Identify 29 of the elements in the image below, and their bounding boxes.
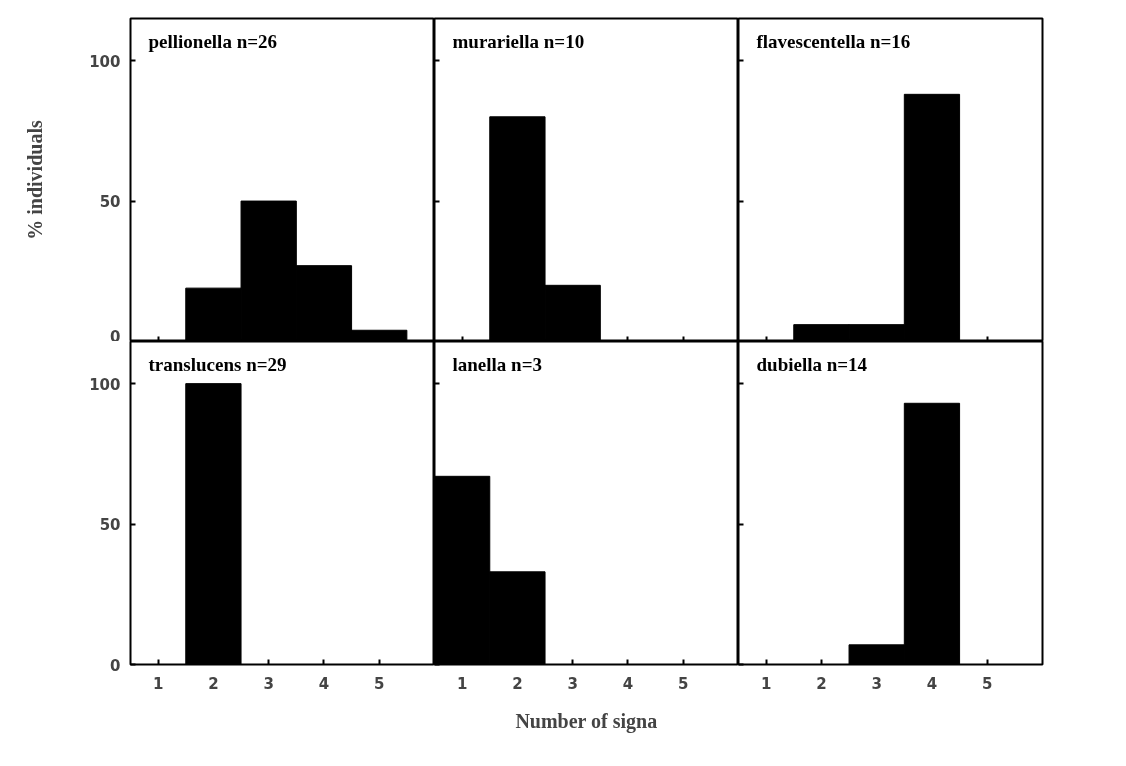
x-tick-label: 1 (760, 674, 772, 693)
x-tick-label: 3 (263, 674, 274, 693)
y-tick-label: 0 (110, 656, 121, 675)
text: translucens n=29 (148, 353, 287, 375)
x-tick-label: 2 (208, 674, 219, 693)
x-tick-label: 5 (678, 674, 689, 693)
y-tick-label: 0 (110, 327, 121, 346)
x-axis-title: Number of signa (515, 709, 658, 733)
x-tick-label: 1 (456, 674, 468, 693)
x-tick-label: 4 (622, 674, 634, 693)
x-tick-label: 4 (926, 674, 938, 693)
y-tick-label: 50 (99, 516, 121, 535)
y-tick-label: 100 (89, 375, 121, 394)
text: dubiella n=14 (756, 353, 868, 375)
x-tick-label: 4 (318, 674, 330, 693)
x-tick-label: 2 (816, 674, 827, 693)
x-tick-label: 3 (567, 674, 578, 693)
text: pellionella n=26 (148, 30, 278, 52)
y-tick-label: 50 (99, 193, 121, 212)
y-tick-label: 100 (89, 52, 121, 71)
text: murariella n=10 (452, 30, 585, 52)
y-axis-title: % individuals (24, 120, 47, 240)
x-tick-label: 5 (982, 674, 993, 693)
x-tick-label: 1 (152, 674, 164, 693)
x-tick-label: 3 (871, 674, 882, 693)
x-tick-label: 5 (374, 674, 385, 693)
text: lanella n=3 (452, 353, 542, 375)
text: flavescentella n=16 (756, 30, 911, 52)
x-tick-label: 2 (512, 674, 523, 693)
